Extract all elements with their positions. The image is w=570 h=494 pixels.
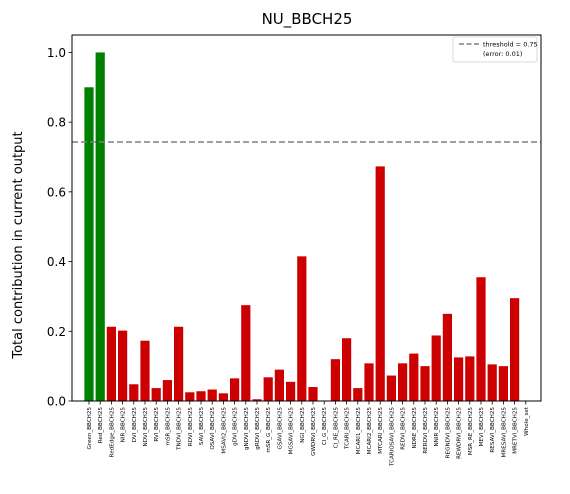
bars <box>84 52 520 402</box>
x-tick-label: REDVI_BBCH25 <box>401 407 407 450</box>
x-tick-label: REWDRVI_BBCH25 <box>457 407 463 459</box>
x-tick-label: NDVI_BBCH25 <box>143 407 149 447</box>
bar <box>353 388 363 401</box>
x-tick-label: TNDVI_BBCH25 <box>177 407 183 451</box>
bar <box>151 388 161 401</box>
x-tick-label: RVI_BBCH25 <box>154 407 160 442</box>
x-tick-label: mSR_BBCH25 <box>165 407 171 446</box>
bar <box>252 399 262 401</box>
y-tick-label: 0.0 <box>47 395 66 409</box>
bar <box>442 313 452 401</box>
bar <box>330 359 340 401</box>
x-tick-label: Red_BBCH25 <box>98 407 104 444</box>
x-tick-label: gDVI_BBCH25 <box>233 407 239 446</box>
x-tick-label: MRESAVI_BBCH25 <box>501 407 507 458</box>
bar <box>420 366 430 401</box>
bar <box>364 363 374 401</box>
x-tick-label: NDRE_BBCH25 <box>412 407 418 449</box>
legend-label-line1: threshold = 0.75 <box>483 41 538 49</box>
legend-label-line2: (error: 0.01) <box>483 50 522 58</box>
x-tick-label: MRETVI_BBCH25 <box>513 407 519 454</box>
bar <box>431 335 441 401</box>
y-tick-label: 0.2 <box>47 325 66 339</box>
bar <box>185 392 195 401</box>
bar <box>84 87 94 402</box>
bar <box>487 364 497 401</box>
bar <box>129 384 139 401</box>
bar <box>398 363 408 401</box>
x-tick-label: GWDRVI_BBCH25 <box>311 407 317 456</box>
x-tick-label: mSR_G_BBCH25 <box>266 407 272 453</box>
bar <box>218 393 228 401</box>
x-tick-label: MCARI1_BBCH25 <box>356 407 362 455</box>
bar <box>409 353 419 401</box>
bar <box>465 356 475 401</box>
chart-title: NU_BBCH25 <box>262 10 353 29</box>
bar <box>241 305 251 401</box>
bar <box>375 166 385 401</box>
y-tick-label: 0.6 <box>47 185 66 199</box>
x-tick-label: CI_RE_BBCH25 <box>333 407 339 449</box>
legend: threshold = 0.75 (error: 0.01) <box>452 36 538 63</box>
bar <box>386 375 396 401</box>
bar <box>230 378 240 401</box>
bar <box>308 387 318 401</box>
x-tick-label: GSAVI_BBCH25 <box>277 407 283 450</box>
y-tick-label: 1.0 <box>47 46 66 60</box>
bar <box>162 380 172 401</box>
bar <box>342 338 352 401</box>
bar <box>174 326 184 401</box>
x-tick-label: MCARI2_BBCH25 <box>367 407 373 455</box>
plot-frame <box>71 34 542 402</box>
x-tick-label: RedEdge_BBCH25 <box>109 407 115 458</box>
x-tick-label: Whole_set <box>524 406 530 436</box>
bar <box>286 381 296 401</box>
bar <box>118 330 128 401</box>
bar <box>274 369 284 401</box>
x-tick-label: gNDVI_BBCH25 <box>244 407 250 450</box>
bar <box>263 377 273 401</box>
bar <box>510 298 520 401</box>
x-tick-label: MSR_RE_BBCH25 <box>468 407 474 456</box>
y-axis: 0.0 0.2 0.4 0.6 0.8 1.0 <box>47 46 72 409</box>
bar <box>140 340 150 401</box>
x-tick-label: RESAVI_BBCH25 <box>490 407 496 453</box>
bar <box>106 326 116 401</box>
x-tick-label: REGNDVI_BBCH25 <box>445 407 451 459</box>
y-axis-label: Total contribution in current output <box>11 131 26 359</box>
bar <box>476 277 486 401</box>
x-tick-label: SAVI_BBCH25 <box>199 407 205 446</box>
bar <box>498 366 508 401</box>
x-tick-label: RERDVI_BBCH25 <box>423 407 429 454</box>
x-tick-label: MSAVI2_BBCH25 <box>221 407 227 454</box>
x-tick-label: TCARIOSAVI_BBCH25 <box>389 407 395 467</box>
x-tick-label: gRDVI_BBCH25 <box>255 407 261 450</box>
x-axis: Green_BBCH25 Red_BBCH25 RedEdge_BBCH25 NIR_… <box>87 401 530 467</box>
x-tick-label: NGI_BBCH25 <box>300 407 306 443</box>
bar <box>95 52 105 402</box>
y-tick-label: 0.8 <box>47 116 66 130</box>
x-tick-label: MEVI_BBCH25 <box>479 407 485 447</box>
x-tick-label: MGSAVI_BBCH25 <box>289 407 295 455</box>
bar <box>454 357 464 401</box>
y-tick-label: 0.4 <box>47 255 66 269</box>
bar <box>207 389 217 401</box>
x-tick-label: Green_BBCH25 <box>87 407 93 450</box>
x-tick-label: TCARI_BBCH25 <box>345 407 351 450</box>
x-tick-label: NNIR_BBCH25 <box>434 407 440 447</box>
x-tick-label: RDVI_BBCH25 <box>188 407 194 447</box>
bar <box>297 256 307 401</box>
x-tick-label: CI_G_BBCH25 <box>322 407 328 446</box>
x-tick-label: MTCARI_BBCH25 <box>378 407 384 454</box>
bar <box>196 391 206 401</box>
x-tick-label: OSAVI_BBCH25 <box>210 407 216 450</box>
x-tick-label: DVI_BBCH25 <box>132 407 138 443</box>
x-tick-label: NIR_BBCH25 <box>121 407 127 443</box>
